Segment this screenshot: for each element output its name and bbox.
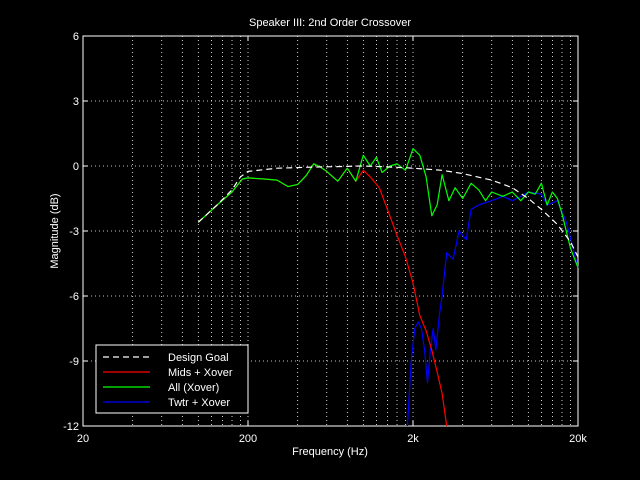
x-tick-label: 200 bbox=[239, 433, 257, 445]
legend: Design Goal Mids + Xover All (Xover) Twtr +… bbox=[95, 344, 249, 414]
legend-label: Twtr + Xover bbox=[168, 397, 230, 409]
y-axis-label: Magnitude (dB) bbox=[49, 193, 61, 268]
legend-label: All (Xover) bbox=[168, 382, 219, 394]
chart-title: Speaker III: 2nd Order Crossover bbox=[249, 17, 411, 29]
series-line-all-xover bbox=[197, 148, 579, 269]
y-tick-label: -9 bbox=[69, 356, 79, 368]
x-tick-label: 20 bbox=[77, 433, 89, 445]
x-axis-label: Frequency (Hz) bbox=[292, 446, 368, 458]
series-line-design-goal bbox=[197, 165, 579, 258]
axis-ticks: 20 200 2k 20k -12 -9 -6 -3 0 3 6 bbox=[63, 31, 587, 445]
legend-label: Mids + Xover bbox=[168, 367, 233, 379]
x-tick-label: 2k bbox=[407, 433, 419, 445]
series-lines bbox=[197, 148, 579, 427]
y-tick-label: 3 bbox=[73, 96, 79, 108]
legend-label: Design Goal bbox=[168, 352, 229, 364]
y-tick-label: -6 bbox=[69, 291, 79, 303]
y-tick-label: 0 bbox=[73, 161, 79, 173]
y-tick-label: 6 bbox=[73, 31, 79, 43]
y-tick-label: -12 bbox=[63, 421, 79, 433]
series-line-twtr-xover bbox=[406, 191, 579, 427]
x-tick-label: 20k bbox=[569, 433, 587, 445]
y-tick-label: -3 bbox=[69, 226, 79, 238]
grid bbox=[83, 36, 578, 426]
